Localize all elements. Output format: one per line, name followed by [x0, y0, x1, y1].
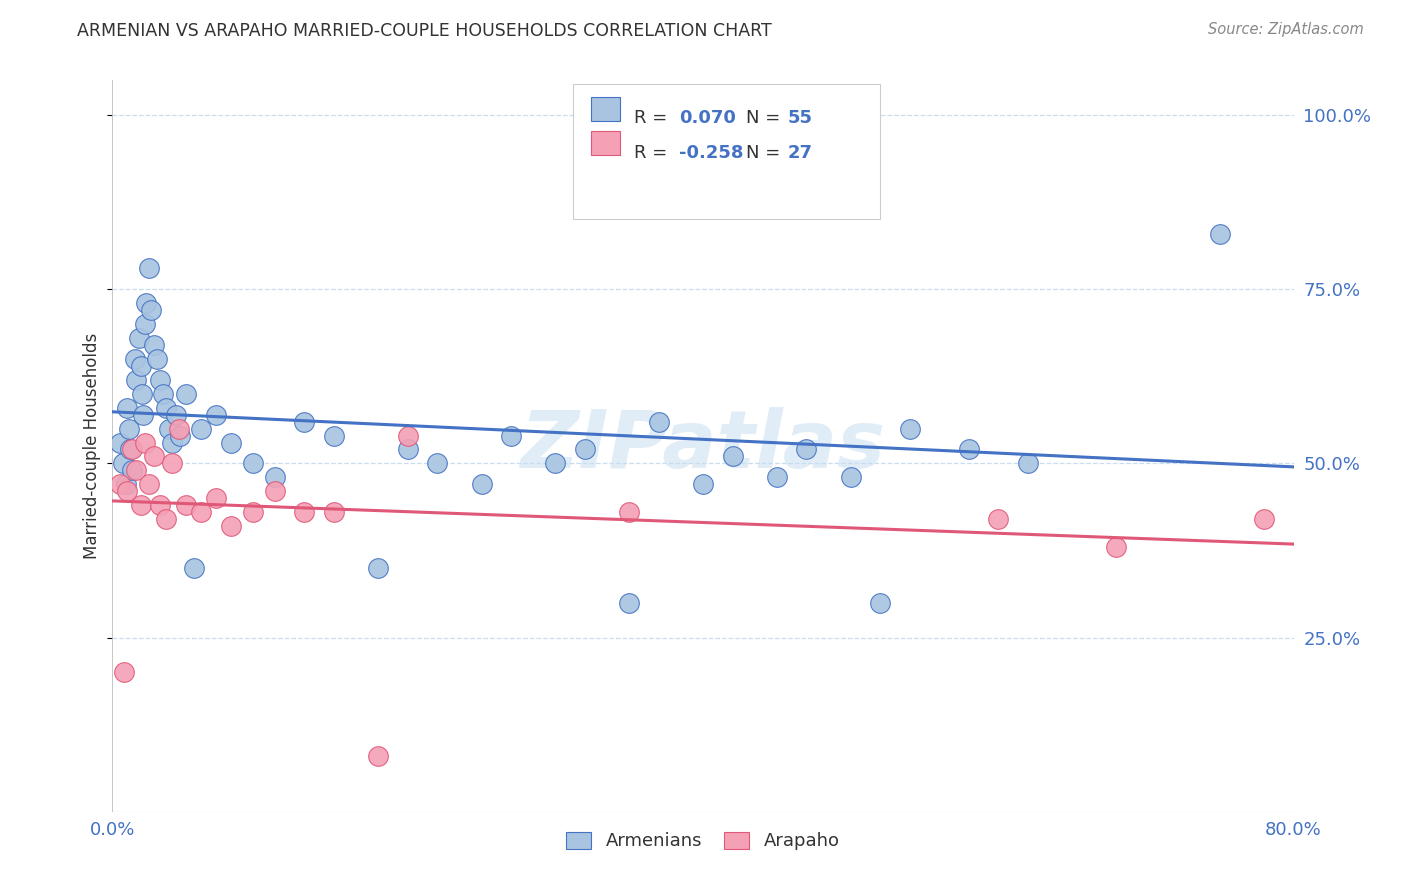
Point: [721, 450, 744, 464]
Point: [117, 484, 138, 499]
Text: ZIPatlas: ZIPatlas: [520, 407, 886, 485]
Point: [169, 428, 191, 442]
Point: [242, 457, 264, 471]
Point: [544, 457, 567, 471]
Point: [142, 450, 165, 464]
Point: [149, 373, 172, 387]
Point: [124, 351, 146, 366]
Point: [174, 498, 197, 512]
Point: [367, 561, 389, 575]
Point: [190, 421, 212, 435]
Y-axis label: Married-couple Households: Married-couple Households: [83, 333, 101, 559]
Point: [323, 505, 346, 519]
Point: [1017, 457, 1039, 471]
Text: 55: 55: [787, 110, 813, 128]
Text: Source: ZipAtlas.com: Source: ZipAtlas.com: [1208, 22, 1364, 37]
Point: [869, 596, 891, 610]
Point: [619, 505, 641, 519]
Point: [396, 428, 419, 442]
Text: N =: N =: [745, 110, 786, 128]
FancyBboxPatch shape: [591, 97, 620, 120]
Point: [219, 519, 242, 533]
Text: -0.258: -0.258: [679, 144, 744, 161]
Point: [142, 338, 165, 352]
Point: [1105, 540, 1128, 554]
Point: [766, 470, 789, 484]
Point: [131, 386, 153, 401]
Point: [167, 421, 190, 435]
Text: 27: 27: [787, 144, 813, 161]
Point: [157, 421, 180, 435]
Point: [426, 457, 449, 471]
Point: [183, 561, 205, 575]
Point: [160, 435, 183, 450]
Point: [165, 408, 187, 422]
Point: [898, 421, 921, 435]
Point: [1208, 227, 1232, 241]
Point: [264, 484, 287, 499]
Point: [134, 317, 156, 331]
Point: [190, 505, 212, 519]
Point: [120, 442, 142, 457]
Point: [155, 401, 177, 415]
Point: [323, 428, 346, 442]
FancyBboxPatch shape: [591, 131, 620, 155]
Point: [138, 477, 160, 491]
Point: [108, 435, 131, 450]
Point: [205, 491, 228, 506]
Text: R =: R =: [634, 110, 673, 128]
Text: 0.070: 0.070: [679, 110, 737, 128]
Point: [647, 415, 671, 429]
Point: [160, 457, 183, 471]
Point: [121, 463, 143, 477]
Point: [118, 421, 141, 435]
Point: [470, 477, 494, 491]
Point: [117, 401, 138, 415]
Point: [128, 331, 150, 345]
Point: [149, 498, 172, 512]
Text: N =: N =: [745, 144, 786, 161]
Point: [132, 408, 155, 422]
Point: [135, 296, 157, 310]
Point: [692, 477, 714, 491]
Point: [121, 442, 143, 457]
Point: [574, 442, 596, 457]
Point: [987, 512, 1010, 526]
Point: [112, 665, 135, 680]
Point: [155, 512, 177, 526]
FancyBboxPatch shape: [574, 84, 880, 219]
Point: [501, 428, 523, 442]
Point: [957, 442, 980, 457]
Point: [205, 408, 228, 422]
Point: [292, 415, 315, 429]
Text: ARMENIAN VS ARAPAHO MARRIED-COUPLE HOUSEHOLDS CORRELATION CHART: ARMENIAN VS ARAPAHO MARRIED-COUPLE HOUSE…: [77, 22, 772, 40]
Point: [839, 470, 862, 484]
Point: [1253, 512, 1275, 526]
Point: [264, 470, 287, 484]
Point: [138, 261, 160, 276]
Point: [139, 303, 162, 318]
Point: [129, 498, 152, 512]
Point: [146, 351, 169, 366]
Point: [114, 477, 136, 491]
Point: [796, 442, 818, 457]
Point: [292, 505, 315, 519]
Point: [396, 442, 419, 457]
Legend: Armenians, Arapaho: Armenians, Arapaho: [560, 824, 846, 857]
Point: [152, 386, 174, 401]
Point: [134, 435, 156, 450]
Text: R =: R =: [634, 144, 673, 161]
Point: [242, 505, 264, 519]
Point: [108, 477, 131, 491]
Point: [125, 463, 148, 477]
Point: [129, 359, 152, 373]
Point: [619, 596, 641, 610]
Point: [367, 749, 389, 764]
Point: [619, 178, 641, 192]
Point: [174, 386, 197, 401]
Point: [111, 457, 134, 471]
Point: [219, 435, 242, 450]
Point: [125, 373, 148, 387]
